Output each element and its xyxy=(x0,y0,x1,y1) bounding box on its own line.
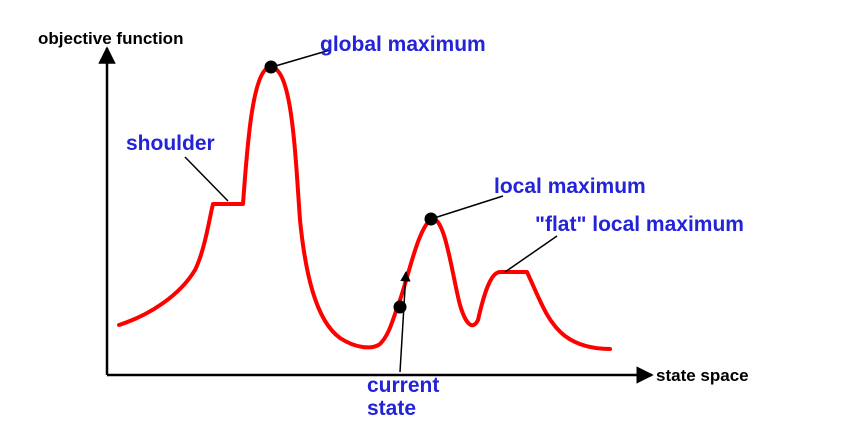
current-state-label-line2: state xyxy=(367,397,416,420)
shoulder-label: shoulder xyxy=(126,132,215,155)
x-axis-label: state space xyxy=(656,366,749,385)
global-maximum-leader-line xyxy=(271,49,331,68)
objective-function-curve xyxy=(117,64,612,351)
y-axis-label: objective function xyxy=(38,29,183,48)
global-maximum-label: global maximum xyxy=(320,33,486,56)
current-state-label-line1: current xyxy=(367,374,439,397)
local-maximum-marker xyxy=(424,212,438,226)
flat-local-maximum-leader-line xyxy=(504,235,558,273)
local-maximum-leader-line xyxy=(430,195,504,220)
shoulder-leader-line xyxy=(184,156,229,202)
current-state-arrow xyxy=(399,270,411,373)
flat-local-maximum-label: "flat" local maximum xyxy=(535,213,744,236)
local-maximum-label: local maximum xyxy=(494,175,646,198)
global-maximum-marker xyxy=(264,60,278,74)
current-state-marker xyxy=(393,300,407,314)
